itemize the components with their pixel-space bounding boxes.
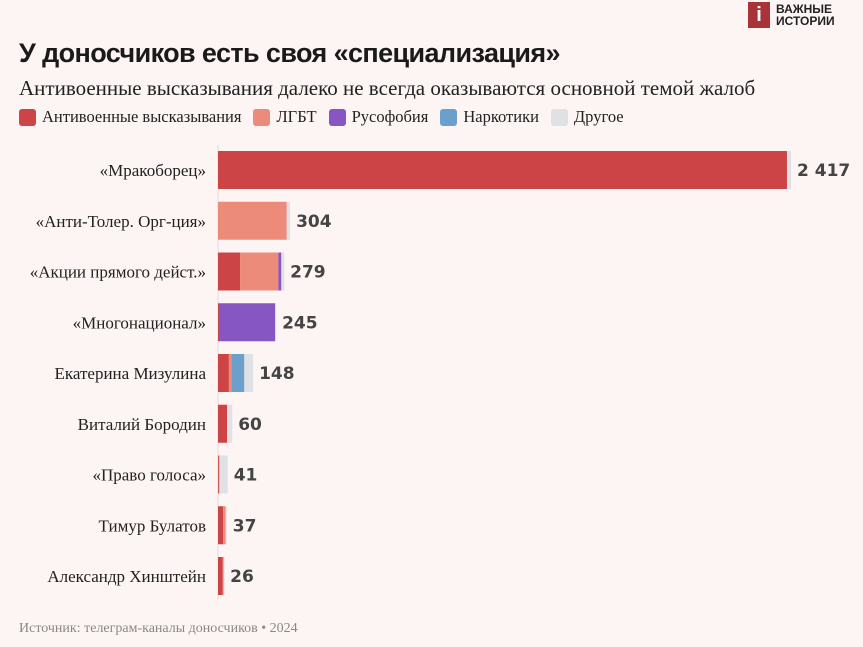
legend-label: Другое (573, 107, 624, 126)
legend-item: Наркотики (440, 107, 539, 127)
bar-segment (218, 303, 276, 342)
category-label: Александр Хинштейн (47, 567, 206, 586)
bar-segment (278, 252, 282, 291)
category-label: «Право голоса» (92, 466, 206, 485)
bar-segment (218, 455, 219, 494)
legend-swatch (440, 108, 458, 126)
bar-segment (218, 404, 228, 443)
category-label: «Анти-Толер. Орг-ция» (36, 212, 206, 231)
chart-title: У доносчиков есть своя «специализация» (19, 38, 561, 68)
total-label: 41 (234, 466, 258, 486)
legend-swatch (328, 108, 346, 126)
total-label: 304 (296, 212, 332, 232)
legend-swatch (19, 108, 36, 126)
total-label: 279 (290, 263, 326, 283)
bar-segment (218, 557, 223, 595)
bar-segment (244, 354, 254, 392)
category-label: Виталий Бородин (78, 415, 206, 434)
legend-item: Другое (550, 107, 624, 127)
bar-segment (218, 252, 241, 291)
legend-label: Наркотики (463, 107, 539, 126)
bar-segment (218, 354, 229, 392)
bar-segment (223, 557, 225, 595)
bar-segment (223, 506, 226, 545)
chart-subtitle: Антивоенные высказывания далеко не всегд… (19, 76, 756, 100)
legend-label: Русофобия (351, 107, 429, 126)
category-label: «Многонационал» (73, 313, 206, 332)
total-label: 2 417 (797, 161, 850, 181)
category-label: «Акции прямого дейст.» (30, 263, 206, 282)
legend-swatch (253, 108, 271, 126)
legend-swatch (550, 108, 568, 126)
bar-segment (218, 303, 219, 342)
logo: i ВАЖНЫЕ ИСТОРИИ (748, 2, 846, 28)
bar-segment (786, 151, 791, 189)
bar-segment (218, 201, 287, 240)
total-label: 148 (259, 364, 295, 384)
bar-segment (281, 252, 285, 291)
source-note: Источник: телеграм-каналы доносчиков • 2… (19, 621, 298, 636)
bar-segment (222, 557, 224, 595)
category-label: Тимур Булатов (99, 516, 206, 535)
legend-item: ЛГБТ (253, 107, 317, 127)
bar-segment (218, 455, 220, 494)
total-label: 37 (233, 516, 257, 536)
legend-item: Русофобия (328, 107, 429, 127)
bar-segment (240, 252, 279, 291)
legend: Антивоенные высказывания ЛГБТ Русофобия Нар… (19, 107, 624, 127)
total-label: 60 (238, 415, 262, 435)
bar-segment (275, 303, 277, 342)
logo-mark: i (748, 2, 770, 28)
bar-segment (231, 354, 245, 392)
bar-segment (218, 151, 787, 189)
bar-segment (219, 455, 228, 494)
bar-segment (218, 506, 224, 545)
legend-item: Антивоенные высказывания (19, 107, 241, 127)
category-label: «Мракоборец» (100, 161, 206, 180)
legend-label: ЛГБТ (276, 107, 317, 126)
total-label: 26 (230, 567, 254, 587)
logo-text: ВАЖНЫЕ ИСТОРИИ (776, 2, 835, 28)
bar-segment (227, 404, 233, 443)
total-label: 245 (282, 313, 318, 333)
category-label: Екатерина Мизулина (54, 364, 206, 383)
bar-segment (286, 201, 291, 240)
bar-segment (225, 506, 227, 545)
bar-segment (228, 354, 232, 392)
legend-label: Антивоенные высказывания (42, 107, 242, 126)
